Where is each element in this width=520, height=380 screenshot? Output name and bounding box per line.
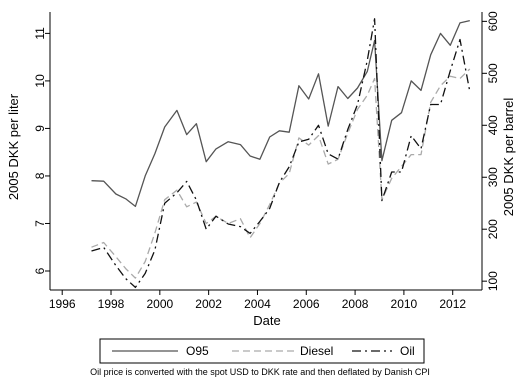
legend-label-oil: Oil [400,344,415,358]
right-y-axis-title: 2005 DKK per barrel [501,98,516,217]
right-y-tick-label: 600 [486,11,500,31]
series-layer [91,18,471,289]
x-tick-label: 2002 [195,297,222,311]
left-y-tick-label: 9 [33,125,47,132]
x-tick-label: 2006 [293,297,320,311]
left-y-tick-label: 6 [33,267,47,274]
x-axis-ticks: 1996 1998 2000 2002 2004 2006 2008 2010 2012 [49,290,466,311]
right-y-tick-label: 500 [486,63,500,83]
left-y-tick-label: 11 [33,27,47,40]
x-tick-label: 1998 [98,297,125,311]
x-tick-label: 2012 [439,297,466,311]
right-y-tick-label: 300 [486,167,500,187]
series-line-oil [91,18,471,289]
right-y-tick-label: 100 [486,271,500,291]
right-y-axis-ticks: 100 200 300 400 500 600 [482,11,500,291]
left-y-tick-label: 10 [33,74,47,88]
legend: O95 Diesel Oil [99,338,425,364]
legend-label-o95: O95 [186,344,209,358]
series-line-o95 [91,19,470,208]
left-y-axis-ticks: 6 7 8 9 10 11 [33,27,50,274]
right-y-tick-label: 400 [486,115,500,135]
x-axis-title: Date [253,313,280,328]
x-tick-label: 2008 [342,297,369,311]
caption: Oil price is converted with the spot USD… [90,367,430,377]
legend-label-diesel: Diesel [300,344,333,358]
x-tick-label: 1996 [49,297,76,311]
left-y-tick-label: 7 [33,220,47,227]
x-tick-label: 2010 [391,297,418,311]
plot-frame [49,12,483,291]
left-y-tick-label: 8 [33,172,47,179]
right-y-tick-label: 200 [486,219,500,239]
left-y-axis-title: 2005 DKK per liter [6,93,21,200]
x-tick-label: 2004 [244,297,271,311]
x-tick-label: 2000 [146,297,173,311]
series-line-diesel [91,68,471,279]
